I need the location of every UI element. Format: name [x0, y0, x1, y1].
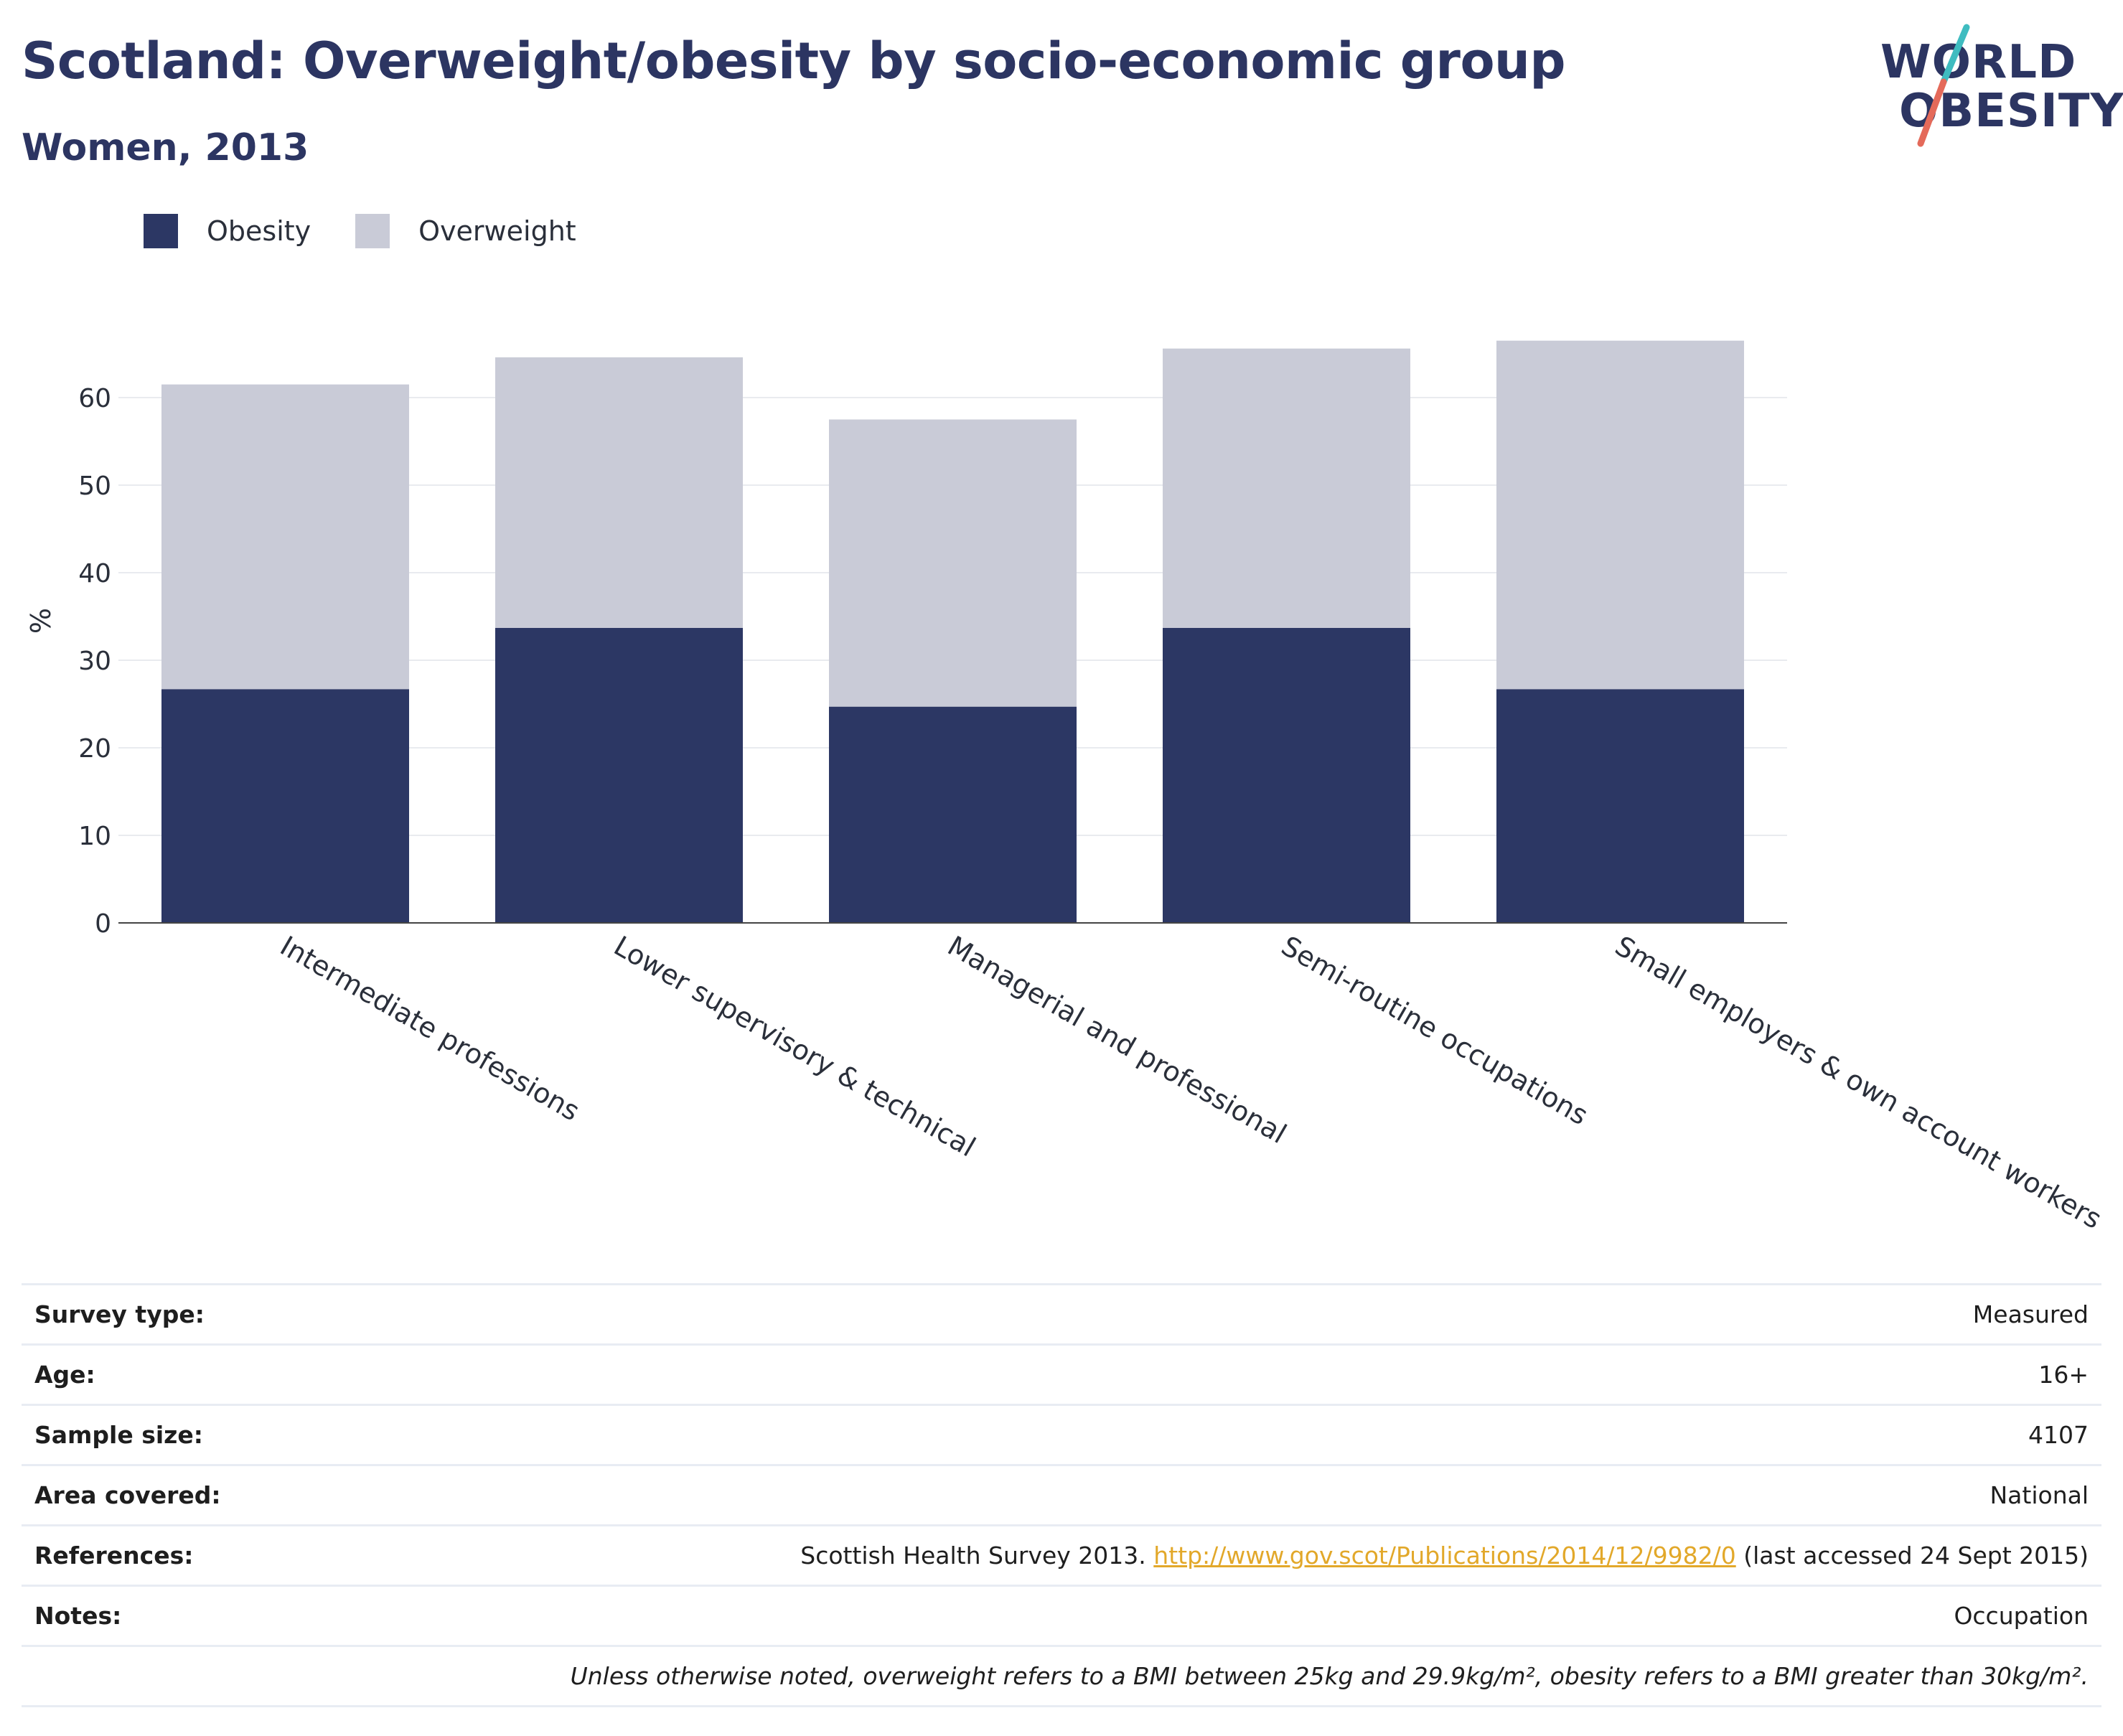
x-tick-label: Intermediate professions	[275, 930, 585, 1127]
info-key-survey-type: Survey type:	[22, 1283, 311, 1345]
table-row: Area covered: National	[22, 1464, 2101, 1526]
x-tick-label: Small employers & own account workers	[1610, 930, 2107, 1235]
bar-chart: 0 10 20 30 40 50 60 Intermediate professions Low…	[25, 340, 2107, 1235]
page-subtitle: Women, 2013	[22, 126, 309, 169]
info-table: Survey type: Measured Age: 16+ Sample si…	[22, 1283, 2101, 1707]
legend-item-obesity[interactable]: Obesity	[144, 214, 311, 248]
legend-swatch-obesity	[144, 214, 178, 248]
y-tick-label: 40	[78, 559, 111, 588]
y-tick-label: 60	[78, 384, 111, 413]
legend-item-overweight[interactable]: Overweight	[355, 214, 576, 248]
legend-label-obesity: Obesity	[207, 215, 311, 247]
table-row: Survey type: Measured	[22, 1283, 2101, 1345]
info-key-age: Age:	[22, 1343, 311, 1405]
bar-obesity-1	[161, 689, 409, 923]
y-tick-label: 30	[78, 647, 111, 676]
world-obesity-logo: WORLD OBESITY	[1866, 22, 2123, 151]
table-row: Unless otherwise noted, overweight refer…	[22, 1645, 2101, 1707]
reference-link[interactable]: http://www.gov.scot/Publications/2014/12…	[1153, 1542, 1736, 1570]
info-value-notes: Occupation	[310, 1585, 2101, 1646]
table-row: Sample size: 4107	[22, 1404, 2101, 1465]
y-tick-label: 20	[78, 734, 111, 764]
bar-overweight-5	[1496, 340, 1744, 690]
info-value-survey-type: Measured	[310, 1283, 2101, 1345]
bar-obesity-3	[829, 706, 1077, 923]
chart-legend: Obesity Overweight	[144, 214, 621, 248]
legend-label-overweight: Overweight	[418, 215, 576, 247]
table-row: References: Scottish Health Survey 2013.…	[22, 1524, 2101, 1586]
legend-swatch-overweight	[355, 214, 390, 248]
bar-overweight-3	[829, 419, 1077, 707]
info-value-references: Scottish Health Survey 2013. http://www.…	[310, 1524, 2101, 1586]
logo-line1: WORLD	[1880, 36, 2077, 89]
y-tick-label: 50	[78, 471, 111, 501]
table-row: Age: 16+	[22, 1343, 2101, 1405]
bar-obesity-4	[1163, 627, 1410, 923]
x-tick-label: Semi-routine occupations	[1276, 930, 1593, 1132]
logo-slash-icon	[1917, 24, 1970, 147]
reference-text: Scottish Health Survey 2013.	[800, 1542, 1146, 1570]
y-tick-label: 0	[95, 909, 111, 939]
bar-overweight-4	[1163, 348, 1410, 628]
page-title: Scotland: Overweight/obesity by socio-ec…	[22, 32, 1565, 90]
info-value-area-covered: National	[310, 1464, 2101, 1526]
info-key-references: References:	[22, 1524, 311, 1586]
bar-overweight-2	[495, 357, 743, 628]
info-key-area-covered: Area covered:	[22, 1464, 311, 1526]
x-tick-label: Lower supervisory & technical	[609, 930, 981, 1163]
reference-accessed: (last accessed 24 Sept 2015)	[1743, 1542, 2089, 1570]
footnote: Unless otherwise noted, overweight refer…	[22, 1645, 2101, 1707]
bar-obesity-2	[495, 627, 743, 923]
info-value-sample-size: 4107	[310, 1404, 2101, 1465]
y-tick-label: 10	[78, 822, 111, 851]
info-value-age: 16+	[310, 1343, 2101, 1405]
bar-obesity-5	[1496, 689, 1744, 923]
y-axis-label: %	[25, 608, 57, 634]
x-tick-label: Managerial and professional	[942, 930, 1292, 1150]
bar-overweight-1	[161, 384, 409, 690]
table-row: Notes: Occupation	[22, 1585, 2101, 1646]
info-key-notes: Notes:	[22, 1585, 311, 1646]
info-key-sample-size: Sample size:	[22, 1404, 311, 1465]
